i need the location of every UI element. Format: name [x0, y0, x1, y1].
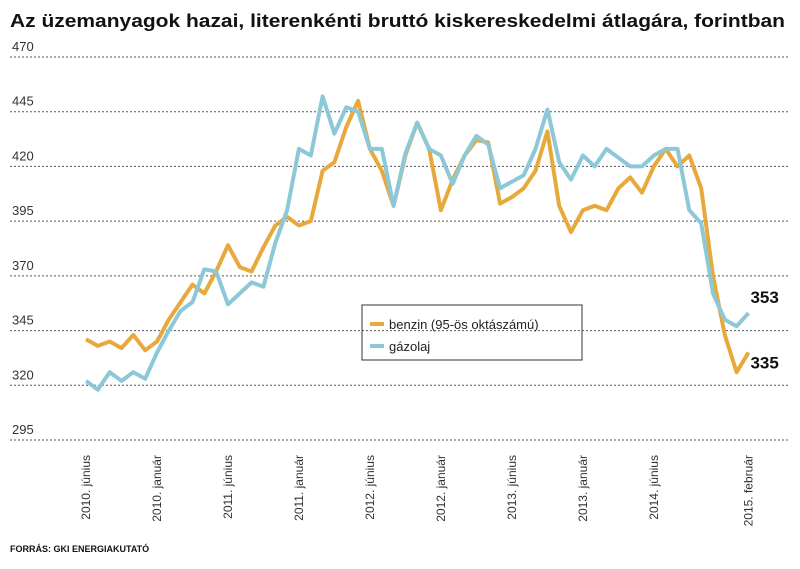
x-tick-label: 2013. január	[576, 455, 590, 522]
end-label: 353	[750, 288, 778, 307]
x-tick-label: 2010. június	[79, 455, 93, 520]
x-tick-label: 2014. június	[647, 455, 661, 520]
source: FORRÁS: GKI ENERGIAKUTATÓ	[10, 543, 149, 554]
x-tick-label: 2013. június	[505, 455, 519, 520]
legend-box	[361, 304, 583, 361]
legend-label: benzin (95-ös oktászámú)	[389, 317, 539, 332]
x-tick-label: 2012. január	[434, 455, 448, 522]
legend-label: gázolaj	[389, 339, 430, 354]
x-tick-label: 2011. június	[221, 455, 235, 519]
y-tick-label: 320	[12, 367, 34, 382]
end-label: 335	[750, 353, 778, 372]
y-tick-label: 445	[12, 94, 34, 109]
y-tick-label: 370	[12, 258, 34, 273]
y-tick-label: 420	[12, 148, 34, 163]
series-line	[84, 94, 750, 392]
x-tick-label: 2011. január	[292, 455, 306, 521]
y-tick-label: 295	[12, 422, 34, 437]
x-tick-label: 2015. február	[741, 455, 755, 526]
y-tick-label: 470	[12, 39, 34, 54]
y-tick-label: 345	[12, 313, 34, 328]
y-tick-label: 395	[12, 203, 34, 218]
chart-title: Az üzemanyagok hazai, literenkénti brutt…	[10, 11, 785, 31]
x-tick-label: 2012. június	[363, 455, 377, 520]
x-tick-label: 2010. január	[150, 455, 164, 522]
